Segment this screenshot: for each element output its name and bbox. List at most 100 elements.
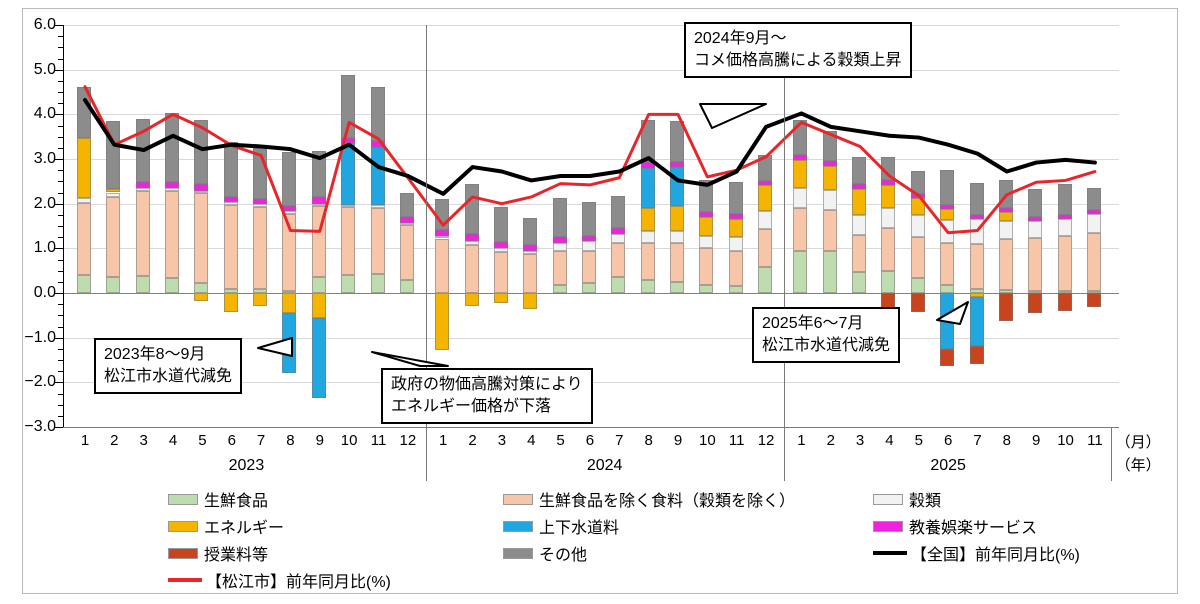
callout-2023-water: 2023年8〜9月 松江市水道代減免 [94,338,243,395]
legend-item-energy[interactable]: エネルギー [168,514,284,538]
y-tick [55,25,63,26]
x-axis-month-label: 6 [943,432,953,449]
bar-segment-other [852,156,867,185]
bar-2025-11 [1086,25,1102,427]
bar-2025-8 [998,25,1014,427]
y-tick [55,248,63,250]
bar-segment-energy [253,293,268,307]
y-tick [58,136,63,138]
legend-item-other[interactable]: その他 [503,541,587,565]
bar-segment-food-ex-fresh [1028,238,1043,291]
legend-label-water-sewer: 上下水道料 [539,520,620,537]
bar-segment-fresh-food [1086,291,1101,294]
legend-item-tuition-etc[interactable]: 授業料等 [168,541,268,565]
bar-segment-fresh-food [135,276,150,293]
bar-segment-food-ex-fresh [552,251,567,285]
x-axis-month-label: 6 [227,432,236,449]
bar-2024-2 [464,25,480,427]
callout-energy-policy-line-1: 政府の物価高騰対策により [391,376,583,393]
bar-segment-grains [822,190,837,211]
bar-segment-food-ex-fresh [852,234,867,272]
legend-item-matsue-yoy[interactable]: 【松江市】前年同月比(%) [168,568,391,592]
y-axis-label: 0.0 [33,284,56,301]
bar-segment-water-sewer [670,167,684,207]
bar-segment-grains [341,205,356,208]
callout-rice-grains-line-2: コメ価格高騰による穀類上昇 [694,51,902,69]
legend-item-national-yoy[interactable]: 【全国】前年同月比(%) [873,541,1080,565]
bar-2025-10 [1057,25,1073,427]
legend-item-fresh-food[interactable]: 生鮮食品 [168,487,268,511]
bar-segment-fresh-food [194,283,209,293]
x-axis-month-label: 5 [556,432,565,449]
bar-segment-energy [881,184,896,209]
bar-segment-other [253,146,268,199]
y-axis-label: −1.0 [24,328,56,346]
bar-segment-grains [969,219,984,244]
bar-segment-grains [881,208,896,229]
x-axis-month-label: 1 [439,432,448,449]
x-axis-unit-year: （年） [1115,457,1161,474]
bar-segment-water-sewer [311,317,326,398]
bar-segment-fresh-food [969,288,984,293]
legend-label-grains: 穀類 [909,493,942,510]
y-axis-label: 3.0 [33,150,56,167]
bar-segment-other [822,130,837,162]
bar-segment-culture-rec-svc [822,161,837,166]
bar-segment-other [311,150,326,198]
bar-segment-culture-rec-svc [728,213,743,220]
bar-segment-energy [311,293,326,318]
bar-2025-7 [969,25,985,427]
bar-segment-other [552,197,567,238]
legend-item-grains[interactable]: 穀類 [873,487,941,511]
legend-item-food-ex-fresh[interactable]: 生鮮食品を除く食料（穀類を除く） [503,487,795,511]
bar-segment-energy [77,138,91,199]
bar-segment-culture-rec-svc [435,229,450,236]
bar-segment-other [223,142,238,197]
legend-color-swatch-fresh-food [168,493,198,505]
legend-label-food-ex-fresh: 生鮮食品を除く食料（穀類を除く） [539,493,796,510]
bar-segment-energy [910,198,925,216]
bar-2025-3 [852,25,867,427]
bar-segment-fresh-food [341,275,356,293]
bar-segment-food-ex-fresh [370,208,385,275]
bar-segment-grains [194,190,209,193]
legend-item-water-sewer[interactable]: 上下水道料 [503,514,619,538]
bar-segment-fresh-food [106,277,121,293]
bar-segment-food-ex-fresh [253,206,268,290]
x-axis-month-label: 3 [855,432,865,449]
bar-segment-energy [282,293,297,314]
bar-segment-water-sewer [282,313,297,374]
bar-2023-11 [370,25,386,427]
bar-segment-grains [464,241,479,245]
bar-segment-culture-rec-svc [910,193,925,199]
bar-2025-2 [822,25,838,427]
bar-2024-1 [435,25,450,427]
bar-segment-culture-rec-svc [194,184,209,191]
y-axis-line [63,25,64,427]
bar-segment-food-ex-fresh [311,205,326,278]
legend-item-culture-rec-svc[interactable]: 教養娯楽サービス [873,514,1037,538]
x-axis-year-label: 2024 [586,457,623,474]
y-tick [58,36,63,38]
y-tick [55,427,63,428]
bar-segment-fresh-food [852,271,867,293]
legend-label-culture-rec-svc: 教養娯楽サービス [909,520,1038,537]
bar-segment-other [699,180,714,212]
bar-segment-food-ex-fresh [341,207,356,276]
bar-segment-fresh-food [253,289,268,293]
x-axis-month-label: 8 [1002,432,1012,449]
callout-2023-water-line-1: 2023年8〜9月 [104,346,206,363]
bar-segment-grains [940,220,955,243]
y-tick [58,226,63,227]
bar-segment-grains [910,215,925,237]
bar-segment-culture-rec-svc [1086,209,1101,215]
x-axis-month-label: 2 [468,432,477,449]
bar-segment-food-ex-fresh [728,250,743,287]
bar-segment-food-ex-fresh [758,229,773,268]
gridline--1.0 [63,337,1119,339]
bar-segment-fresh-food [1028,290,1043,293]
bar-segment-grains [223,201,238,205]
bar-segment-culture-rec-svc [969,214,984,220]
y-tick [58,80,63,82]
year-separator [425,25,427,427]
